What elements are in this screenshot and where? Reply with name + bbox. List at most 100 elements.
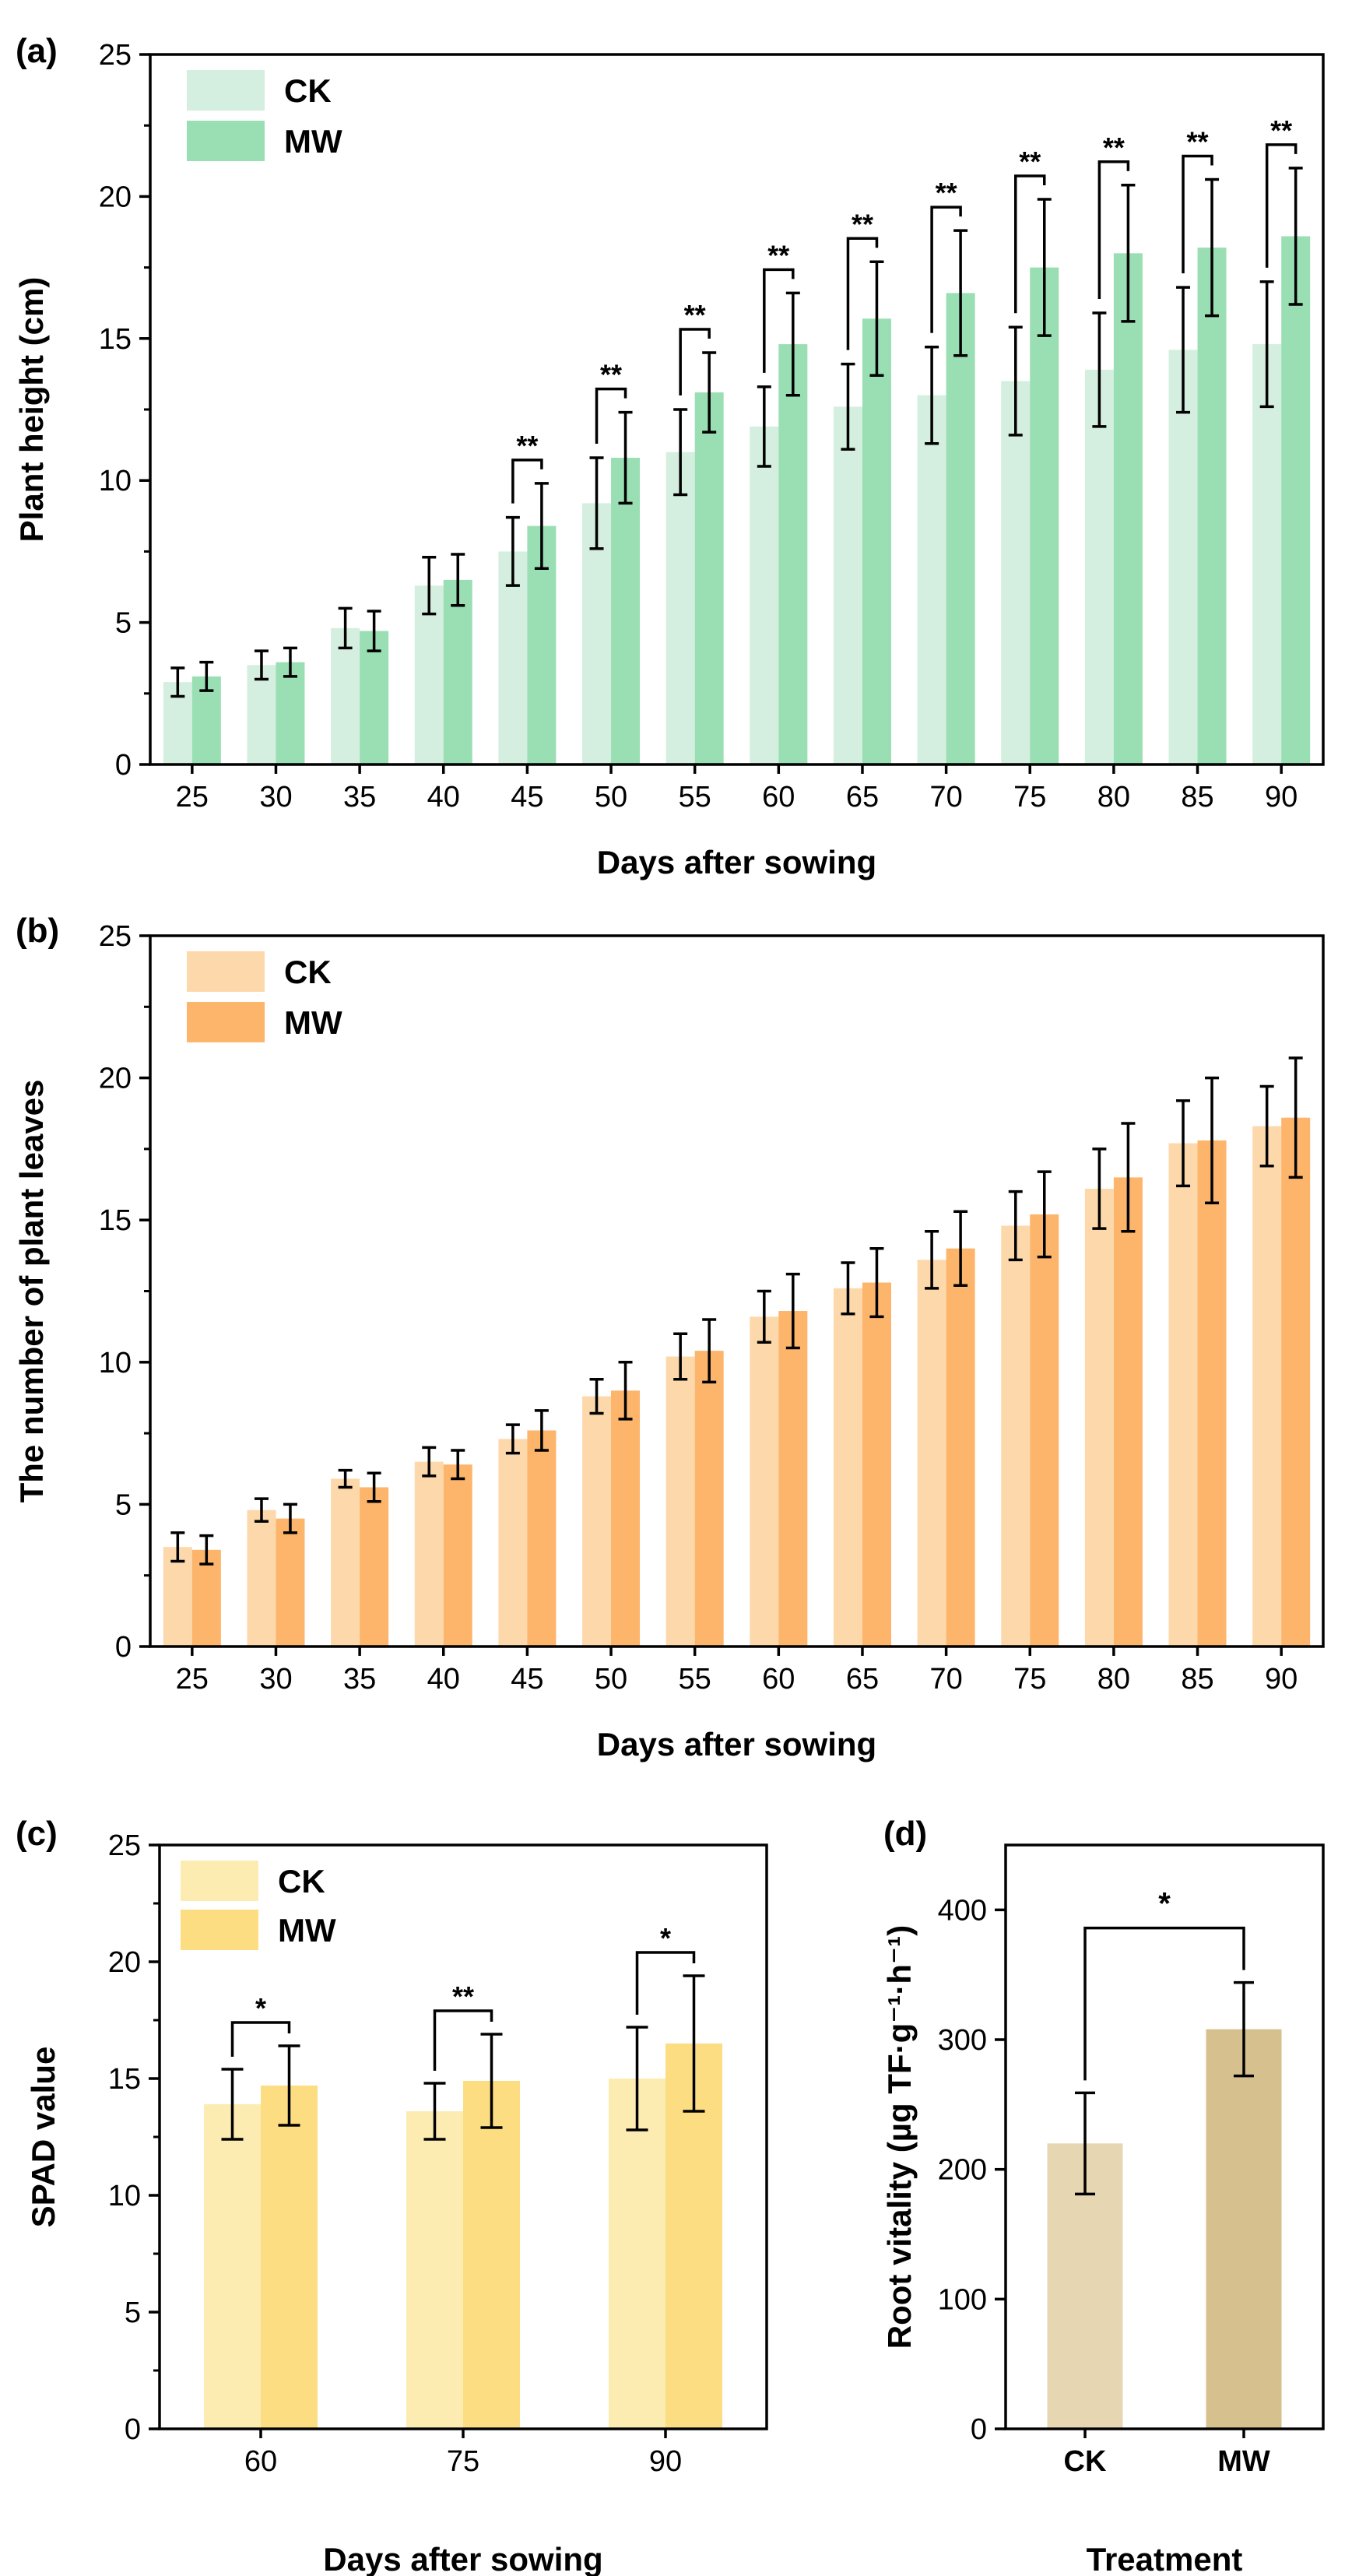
bar-mw-90	[1281, 1117, 1311, 1646]
legend-swatch-ck	[181, 1861, 258, 1901]
y-tick-label: 200	[938, 2154, 987, 2187]
bar-ck-90	[609, 2079, 665, 2429]
x-tick-label: 85	[1181, 1663, 1213, 1696]
plot-frame	[1004, 1843, 1325, 2430]
bar-ck-45	[498, 551, 528, 764]
x-tick-label: 75	[447, 2445, 479, 2478]
significance-label: **	[767, 239, 789, 271]
x-tick-label: 65	[846, 781, 879, 814]
bar-ck-55	[665, 452, 695, 764]
x-tick-label: 35	[343, 1663, 376, 1696]
significance-label: **	[684, 299, 706, 331]
significance-label: **	[452, 1980, 474, 2012]
legend-swatch-mw	[181, 1910, 258, 1950]
panel-a: (a) ** ** ** ** ** ** ** ** ** ** 0 5 10 15 20 25 25 30 35 4…	[13, 32, 1325, 880]
significance-bracket	[763, 268, 795, 373]
panel-d: (d) * 0 100 200 300 400 CK MW Treatment Root vital…	[881, 1815, 1325, 2576]
bar-mw-90	[1281, 236, 1311, 764]
significance-label: **	[1270, 114, 1292, 146]
panel-label: (d)	[883, 1815, 927, 1853]
x-tick-label: MW	[1217, 2445, 1270, 2478]
x-tick-label: 80	[1097, 781, 1130, 814]
bar-mw-60	[261, 2086, 318, 2429]
x-tick-label: 55	[679, 781, 711, 814]
bar-ck-90	[1252, 344, 1282, 764]
significance-bracket	[595, 387, 627, 445]
y-tick-label: 0	[125, 2413, 141, 2446]
y-tick-label: 10	[99, 1347, 132, 1379]
bar-ck-85	[1168, 350, 1198, 765]
bar-ck-35	[331, 1478, 360, 1646]
x-tick-label: 50	[595, 781, 627, 814]
significance-bracket	[230, 2021, 291, 2057]
panel-label: (b)	[16, 912, 59, 950]
bar-mw-80	[1113, 1177, 1143, 1646]
bar-ck-60	[750, 1316, 779, 1646]
bar-ck-30	[247, 1509, 276, 1646]
legend-swatch-mw	[187, 1002, 265, 1042]
bar-mw-50	[611, 458, 641, 764]
bar-ck-70	[917, 395, 946, 764]
bar-ck-90	[1252, 1126, 1282, 1646]
bar-mw-80	[1113, 253, 1143, 764]
legend-swatch-ck	[187, 70, 265, 111]
bar-ck-25	[163, 1547, 192, 1646]
significance-label: *	[660, 1922, 671, 1954]
bar-ck-70	[917, 1260, 946, 1646]
y-tick-label: 5	[115, 607, 132, 640]
x-axis-title: Days after sowing	[597, 844, 876, 880]
legend-label-ck: CK	[284, 954, 332, 990]
bar-mw-45	[527, 1430, 557, 1646]
x-tick-label: 90	[1265, 781, 1298, 814]
significance-bracket	[846, 237, 879, 350]
y-tick-label: 400	[938, 1894, 987, 1927]
bar-mw-40	[443, 579, 472, 764]
significance-bracket	[635, 1951, 696, 2015]
bar-ck-80	[1084, 369, 1114, 764]
x-tick-label: 70	[929, 781, 962, 814]
significance-label: **	[1103, 132, 1125, 163]
x-axis-title: Treatment	[1087, 2541, 1243, 2576]
bar-mw-60	[778, 344, 808, 764]
y-tick-label: 15	[99, 323, 132, 356]
significance-label: **	[1187, 126, 1209, 158]
significance-label: **	[600, 359, 622, 391]
significance-label: *	[1158, 1887, 1171, 1921]
y-axis-title: Plant height (cm)	[13, 277, 50, 543]
bar-mw-35	[360, 1487, 389, 1646]
bar-mw-50	[611, 1390, 641, 1646]
y-axis-title: SPAD value	[25, 2047, 61, 2228]
significance-bracket	[1097, 160, 1130, 299]
bar-mw-55	[694, 1351, 724, 1646]
significance-label: **	[936, 177, 957, 209]
significance-label: *	[255, 1992, 266, 2024]
x-tick-label: 65	[846, 1663, 879, 1696]
significance-bracket	[1014, 174, 1046, 314]
bar-mw-35	[360, 631, 389, 764]
bar-ck-75	[1001, 1225, 1031, 1646]
panel-label: (a)	[16, 32, 58, 70]
significance-label: **	[516, 430, 538, 462]
y-tick-label: 25	[99, 920, 132, 953]
bar-mw	[1206, 2029, 1282, 2429]
y-tick-label: 20	[99, 181, 132, 213]
x-axis-title: Days after sowing	[597, 1726, 876, 1762]
x-tick-label: CK	[1064, 2445, 1107, 2478]
bar-mw-75	[463, 2081, 520, 2429]
panel-b: (b) 0 5 10 15 20 25 25 30 35 40 45 50 55 60 65 70 75 80 85 9…	[13, 912, 1325, 1762]
bar-mw-55	[694, 392, 724, 764]
y-tick-label: 15	[108, 2063, 141, 2096]
x-tick-label: 60	[762, 1663, 795, 1696]
significance-bracket	[679, 328, 711, 395]
bar-ck-40	[414, 585, 444, 764]
bar-mw-25	[191, 1549, 221, 1646]
bar-ck-75	[1001, 381, 1031, 764]
bar-ck-65	[833, 406, 862, 764]
y-tick-label: 15	[99, 1204, 132, 1237]
y-axis-title: Root vitality (µg TF·g⁻¹·h⁻¹)	[881, 1925, 918, 2349]
bar-ck-45	[498, 1439, 528, 1646]
x-tick-label: 50	[595, 1663, 627, 1696]
legend-swatch-ck	[187, 951, 265, 992]
x-tick-label: 85	[1181, 781, 1213, 814]
